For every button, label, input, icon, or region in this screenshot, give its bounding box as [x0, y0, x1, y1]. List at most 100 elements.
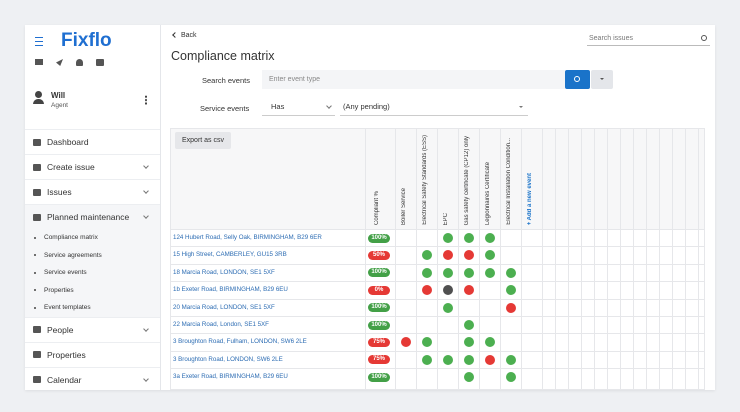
status-dot[interactable]: [463, 320, 474, 330]
status-dot[interactable]: [484, 250, 495, 261]
submenu-item[interactable]: Compliance matrix: [25, 229, 160, 247]
status-dot[interactable]: [442, 250, 453, 261]
submenu-item[interactable]: Properties: [25, 281, 160, 299]
submenu-label[interactable]: Event templates: [44, 304, 91, 312]
status-dot[interactable]: [463, 250, 474, 261]
submenu-item[interactable]: Event templates: [25, 299, 160, 317]
user-name: Will: [51, 91, 66, 100]
search-events-label: Search events: [202, 76, 250, 85]
address-link[interactable]: 22 Marcia Road, London, SE1 5XF: [173, 321, 269, 328]
status-dot[interactable]: [505, 302, 516, 313]
compliance-badge: 100%: [368, 303, 390, 313]
address-link[interactable]: 3 Broughton Road, LONDON, SW6 2LE: [173, 355, 283, 363]
address-link[interactable]: 15 High Street, CAMBERLEY, GU15 3RB: [173, 251, 287, 259]
status-dot[interactable]: [463, 233, 474, 243]
status-dot[interactable]: [421, 285, 432, 296]
table-row: 18 Marcia Road, LONDON, SE1 5XF 100%: [170, 263, 705, 281]
status-dot[interactable]: [442, 285, 453, 296]
logo[interactable]: Fixflo: [61, 30, 112, 51]
status-dot[interactable]: [463, 337, 474, 348]
status-dot[interactable]: [505, 285, 516, 296]
column: [685, 128, 698, 390]
status-dot[interactable]: [421, 250, 432, 261]
back-link[interactable]: Back: [172, 32, 197, 39]
nav-label[interactable]: Planned maintenance: [47, 212, 130, 222]
search-events-input[interactable]: Enter event type: [262, 70, 565, 89]
search-icon[interactable]: [701, 35, 707, 41]
address-link[interactable]: 3a Exeter Road, BIRMINGHAM, B29 6EU: [173, 373, 288, 381]
column: [479, 128, 500, 390]
submenu-label[interactable]: Compliance matrix: [44, 234, 98, 242]
status-dot[interactable]: [505, 372, 516, 383]
nav-label[interactable]: People: [47, 324, 74, 335]
table-row: 15 High Street, CAMBERLEY, GU15 3RB 50%: [170, 246, 705, 263]
address-link[interactable]: 3 Broughton Road, Fulham, LONDON, SW6 2L…: [173, 338, 307, 346]
chat-icon[interactable]: [96, 59, 104, 66]
status-dot[interactable]: [442, 233, 453, 243]
nav-icon: [33, 213, 41, 221]
column: [521, 128, 542, 390]
page-title: Compliance matrix: [171, 49, 275, 63]
send-icon[interactable]: [56, 59, 63, 66]
nav-label[interactable]: Create issue: [47, 162, 95, 172]
nav-label[interactable]: Properties: [47, 349, 86, 360]
submenu-item[interactable]: Service agreements: [25, 246, 160, 264]
search-dropdown[interactable]: [591, 70, 613, 89]
nav-item[interactable]: Issues: [25, 179, 160, 204]
search-button[interactable]: [565, 70, 590, 89]
chevron: [143, 163, 149, 169]
status-dot[interactable]: [421, 267, 432, 278]
back-text[interactable]: Back: [181, 32, 197, 39]
nav-label[interactable]: Calendar: [47, 374, 82, 385]
status-dot[interactable]: [463, 372, 474, 383]
status-dot[interactable]: [442, 354, 453, 365]
status-dot[interactable]: [463, 267, 474, 278]
status-dot[interactable]: [463, 354, 474, 365]
status-dot[interactable]: [463, 285, 474, 296]
search-issues[interactable]: Search issues: [587, 31, 710, 46]
status-dot[interactable]: [505, 354, 516, 365]
submenu-label[interactable]: Service agreements: [44, 251, 102, 259]
address-link[interactable]: 124 Hubert Road, Selly Oak, BIRMINGHAM, …: [173, 234, 322, 241]
compliance-badge: 100%: [368, 268, 390, 278]
column: [500, 128, 521, 390]
address-link[interactable]: 20 Marcia Road, LONDON, SE1 5XF: [173, 303, 275, 311]
status-dot[interactable]: [484, 337, 495, 348]
status-dot[interactable]: [442, 267, 453, 278]
status-dot[interactable]: [442, 302, 453, 313]
condition-select[interactable]: Has: [262, 98, 335, 116]
nav-item[interactable]: Properties: [25, 341, 160, 367]
nav-label[interactable]: Issues: [47, 187, 72, 197]
nav-label[interactable]: Dashboard: [47, 137, 89, 147]
bell-icon[interactable]: [76, 59, 83, 66]
column: [698, 128, 711, 390]
user-menu[interactable]: [145, 95, 147, 105]
address-link[interactable]: 1b Exeter Road, BIRMINGHAM, B29 6EU: [173, 286, 288, 294]
column: [395, 128, 416, 390]
selection-select[interactable]: (Any pending): [340, 98, 528, 116]
status-dot[interactable]: [484, 233, 495, 243]
submenu-label[interactable]: Service events: [44, 269, 87, 277]
submenu-label[interactable]: Properties: [44, 286, 74, 294]
nav-item[interactable]: Dashboard: [25, 129, 160, 154]
nav-item[interactable]: Planned maintenance: [25, 204, 160, 229]
nav-icon: [33, 351, 41, 358]
status-dot[interactable]: [484, 267, 495, 278]
mail-icon[interactable]: [35, 59, 43, 65]
submenu-item[interactable]: Service events: [25, 264, 160, 282]
nav-item[interactable]: Create issue: [25, 154, 160, 179]
compliance-badge: 100%: [368, 372, 390, 382]
status-dot[interactable]: [484, 354, 495, 365]
column: [555, 128, 568, 390]
condition-value: Has: [271, 102, 285, 111]
menu-button[interactable]: [35, 37, 43, 46]
nav-item[interactable]: People: [25, 316, 160, 342]
nav-item[interactable]: Calendar: [25, 366, 160, 391]
address-link[interactable]: 18 Marcia Road, LONDON, SE1 5XF: [173, 268, 275, 276]
status-dot[interactable]: [400, 337, 411, 348]
status-dot[interactable]: [421, 337, 432, 348]
export-button[interactable]: Export as csv: [175, 132, 231, 149]
status-dot[interactable]: [421, 354, 432, 365]
status-dot[interactable]: [505, 267, 516, 278]
